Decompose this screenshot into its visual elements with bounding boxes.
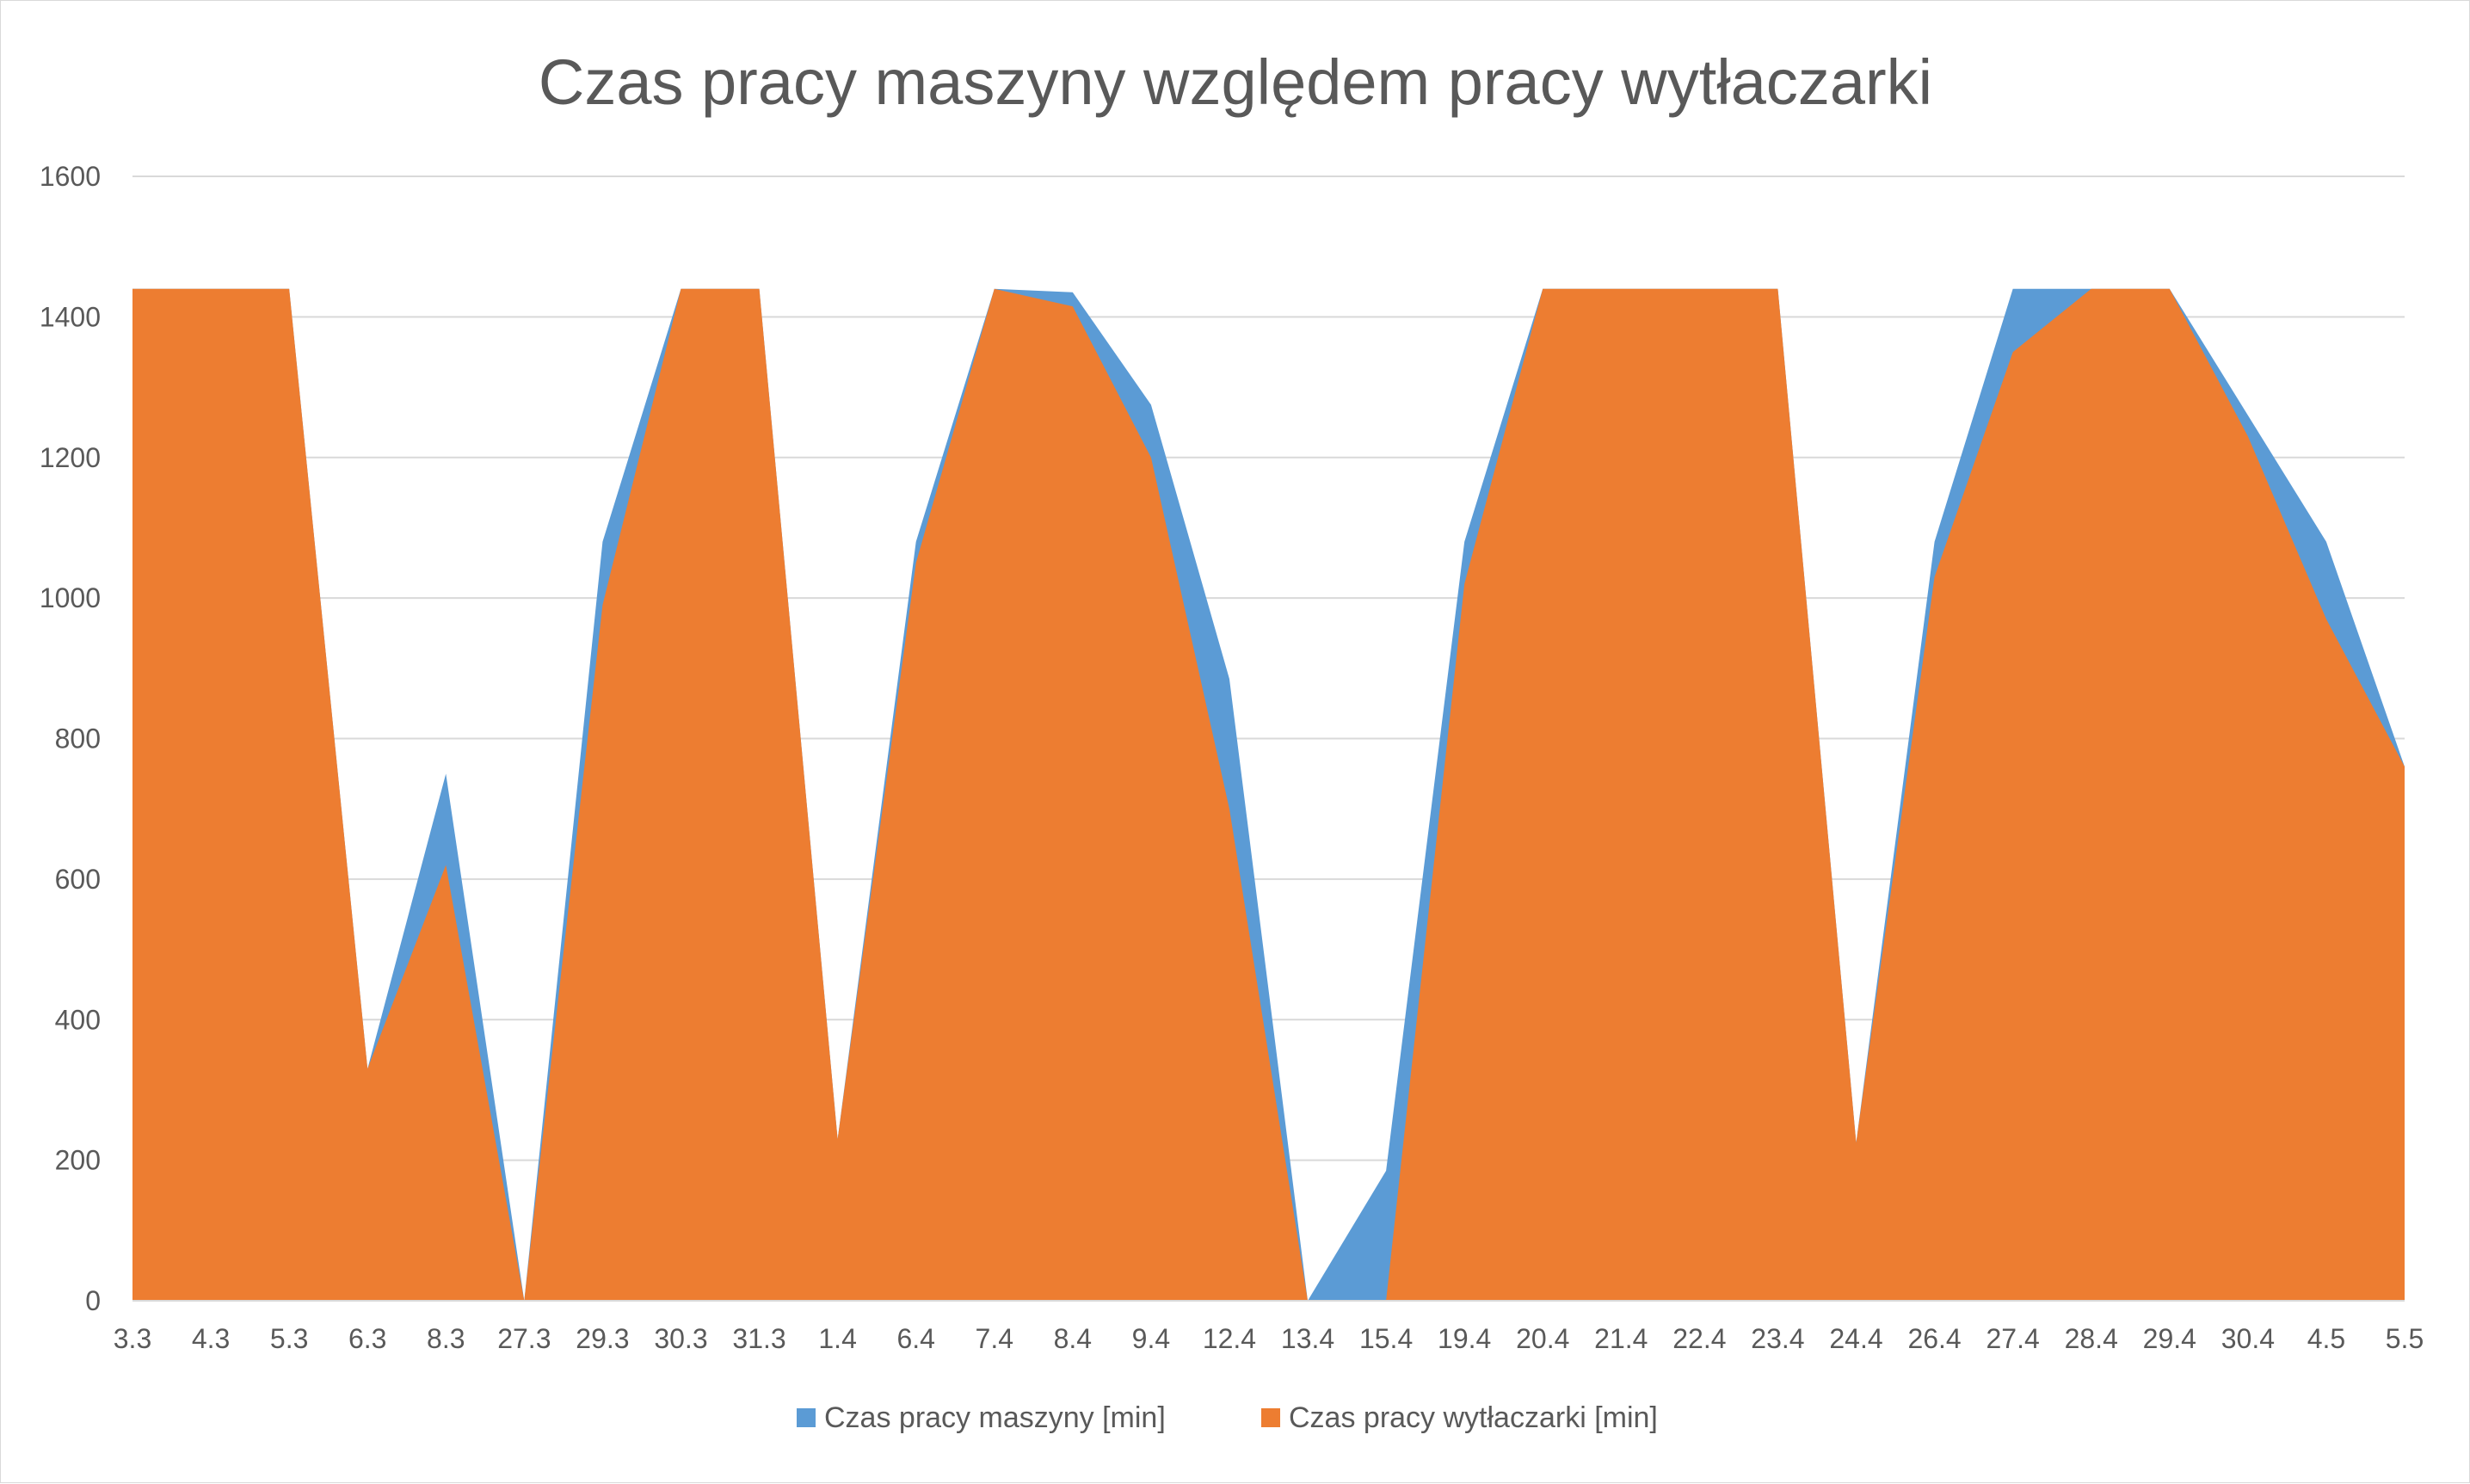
y-tick-label: 1400 xyxy=(40,301,101,332)
x-tick-label: 26.4 xyxy=(1907,1323,1961,1354)
x-tick-label: 20.4 xyxy=(1516,1323,1569,1354)
y-tick-label: 1000 xyxy=(40,582,101,613)
y-tick-label: 400 xyxy=(55,1004,101,1035)
legend: Czas pracy maszyny [min] Czas pracy wytła… xyxy=(797,1401,1658,1434)
y-tick-label: 800 xyxy=(55,724,101,754)
x-tick-label: 28.4 xyxy=(2065,1323,2118,1354)
x-tick-label: 24.4 xyxy=(1829,1323,1882,1354)
y-tick-label: 1200 xyxy=(40,442,101,473)
legend-swatch xyxy=(797,1408,816,1427)
x-tick-label: 8.4 xyxy=(1054,1323,1092,1354)
y-tick-label: 200 xyxy=(55,1145,101,1176)
x-tick-label: 9.4 xyxy=(1132,1323,1170,1354)
x-tick-label: 1.4 xyxy=(818,1323,856,1354)
y-tick-label: 600 xyxy=(55,864,101,895)
x-tick-label: 30.3 xyxy=(654,1323,707,1354)
x-tick-label: 5.3 xyxy=(270,1323,308,1354)
x-tick-label: 29.3 xyxy=(576,1323,629,1354)
x-tick-label: 5.5 xyxy=(2386,1323,2424,1354)
axes: 0 200 400 600 800 1000 1200 1400 1600 3.3 4.3 5.3 6.… xyxy=(40,161,2424,1354)
x-tick-label: 22.4 xyxy=(1672,1323,1726,1354)
x-tick-label: 23.4 xyxy=(1751,1323,1804,1354)
legend-swatch xyxy=(1261,1408,1280,1427)
x-tick-label: 15.4 xyxy=(1359,1323,1413,1354)
legend-label: Czas pracy wytłaczarki [min] xyxy=(1289,1401,1658,1434)
x-tick-label: 6.4 xyxy=(896,1323,934,1354)
x-tick-label: 6.3 xyxy=(348,1323,386,1354)
x-tick-label: 31.3 xyxy=(732,1323,785,1354)
x-tick-label: 7.4 xyxy=(976,1323,1013,1354)
x-tick-label: 13.4 xyxy=(1281,1323,1334,1354)
gridlines xyxy=(132,175,2405,1161)
x-tick-label: 30.4 xyxy=(2221,1323,2275,1354)
x-tick-label: 3.3 xyxy=(114,1323,151,1354)
x-tick-label: 19.4 xyxy=(1438,1323,1491,1354)
x-tick-label: 4.3 xyxy=(192,1323,230,1354)
legend-label: Czas pracy maszyny [min] xyxy=(824,1401,1166,1434)
plot-areas xyxy=(132,288,2405,1302)
x-tick-label: 8.3 xyxy=(427,1323,465,1354)
area-series-2 xyxy=(132,288,2405,1302)
y-tick-label: 0 xyxy=(85,1285,101,1316)
x-tick-label: 27.4 xyxy=(1986,1323,2040,1354)
x-tick-label: 27.3 xyxy=(497,1323,551,1354)
x-tick-label: 21.4 xyxy=(1594,1323,1648,1354)
chart-title: Czas pracy maszyny względem pracy wytłac… xyxy=(539,46,1932,118)
x-tick-label: 4.5 xyxy=(2307,1323,2345,1354)
y-tick-label: 1600 xyxy=(40,161,101,192)
x-tick-label: 12.4 xyxy=(1203,1323,1256,1354)
x-tick-label: 29.4 xyxy=(2143,1323,2196,1354)
